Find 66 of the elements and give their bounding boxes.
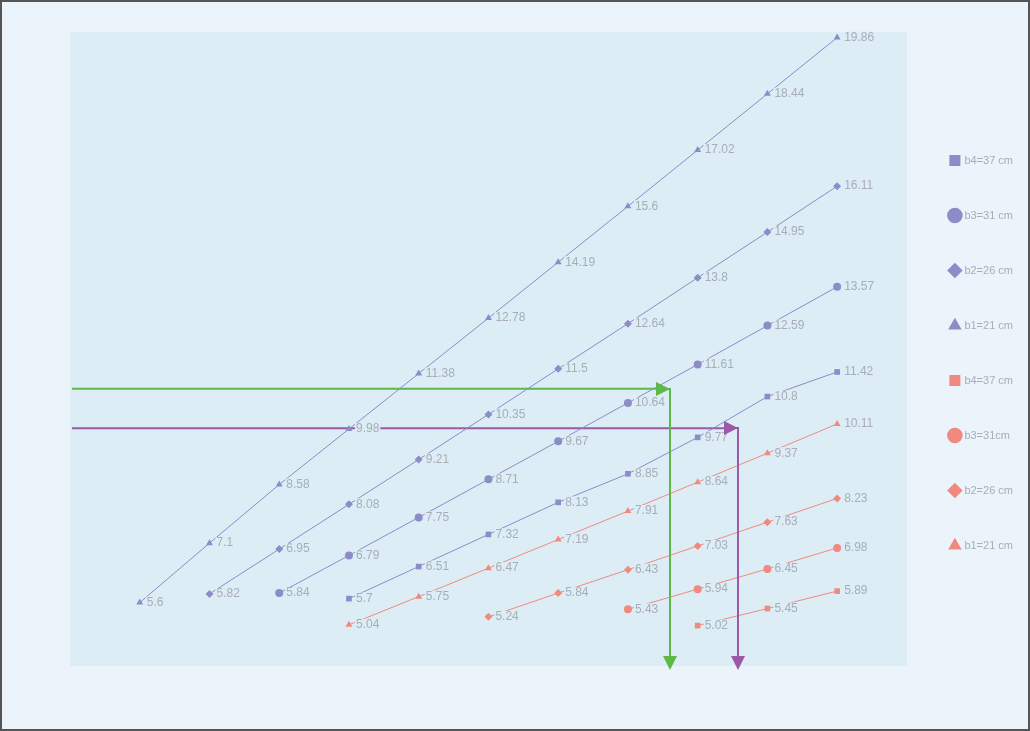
data-label: 6.51 [425, 558, 450, 573]
data-label: 9.37 [774, 445, 799, 460]
data-label: 5.84 [565, 585, 589, 600]
data-label: 5.24 [495, 609, 520, 624]
data-label: 12.64 [634, 315, 666, 330]
data-label: 14.19 [565, 254, 596, 269]
data-label: 15.6 [634, 198, 659, 213]
data-label: 5.94 [704, 581, 729, 596]
legend-label: b3=31cm [964, 428, 1010, 441]
data-label: 11.5 [565, 361, 588, 376]
data-label: 9.21 [425, 451, 450, 466]
legend-label: b1=21 cm [964, 538, 1014, 551]
legend-label: b4=37 cm [964, 373, 1014, 386]
data-label: 19.86 [844, 29, 875, 44]
data-label: 6.47 [495, 560, 520, 575]
data-label: 7.19 [565, 531, 589, 546]
data-label: 11.61 [704, 356, 735, 371]
data-label: 17.02 [704, 142, 736, 157]
data-label: 6.98 [844, 540, 868, 555]
data-label: 12.78 [495, 310, 526, 325]
data-label: 7.75 [425, 509, 450, 524]
data-label: 6.45 [774, 561, 799, 576]
data-label: 8.13 [565, 494, 589, 509]
data-label: 10.8 [774, 388, 799, 403]
data-label: 5.45 [774, 600, 799, 615]
legend-label: b3=31 cm [964, 208, 1014, 221]
data-label: 16.11 [844, 178, 874, 193]
data-label: 7.91 [634, 503, 659, 518]
data-label: 5.02 [704, 617, 729, 632]
legend-label: b2=26 cm [964, 483, 1014, 496]
data-label: 9.98 [355, 421, 380, 436]
data-label: 5.43 [634, 601, 659, 616]
data-label: 8.58 [286, 476, 310, 491]
legend-label: b2=26 cm [964, 263, 1014, 276]
data-label: 7.63 [774, 514, 799, 529]
data-label: 10.35 [495, 406, 526, 421]
data-label: 18.44 [774, 86, 805, 101]
data-label: 7.03 [704, 538, 729, 553]
data-label: 6.43 [634, 562, 659, 577]
data-label: 6.79 [355, 547, 380, 562]
data-label: 13.57 [844, 279, 875, 294]
legend-label: b4=37 cm [964, 153, 1014, 166]
data-label: 8.64 [704, 474, 729, 489]
data-label: 11.38 [425, 365, 456, 380]
data-label: 9.67 [565, 433, 589, 448]
data-label: 5.84 [286, 585, 310, 600]
data-label: 8.71 [495, 471, 520, 486]
data-label: 5.04 [355, 617, 380, 632]
data-label: 12.59 [774, 317, 805, 332]
data-label: 5.7 [355, 590, 373, 605]
legend-label: b1=21 cm [964, 318, 1014, 331]
data-label: 10.64 [634, 395, 666, 410]
data-label: 6.95 [286, 541, 310, 556]
data-label: 5.6 [146, 594, 164, 609]
data-label: 8.85 [634, 466, 659, 481]
data-label: 11.42 [844, 364, 874, 379]
data-label: 5.82 [216, 586, 241, 601]
data-label: 13.8 [704, 269, 729, 284]
data-label: 5.75 [425, 588, 450, 603]
data-label: 14.95 [774, 224, 805, 239]
data-label: 8.08 [355, 496, 380, 511]
data-label: 7.32 [495, 526, 520, 541]
data-label: 8.23 [844, 490, 868, 505]
data-label: 10.11 [844, 416, 874, 431]
data-label: 5.89 [844, 583, 868, 598]
data-label: 7.1 [216, 535, 234, 550]
